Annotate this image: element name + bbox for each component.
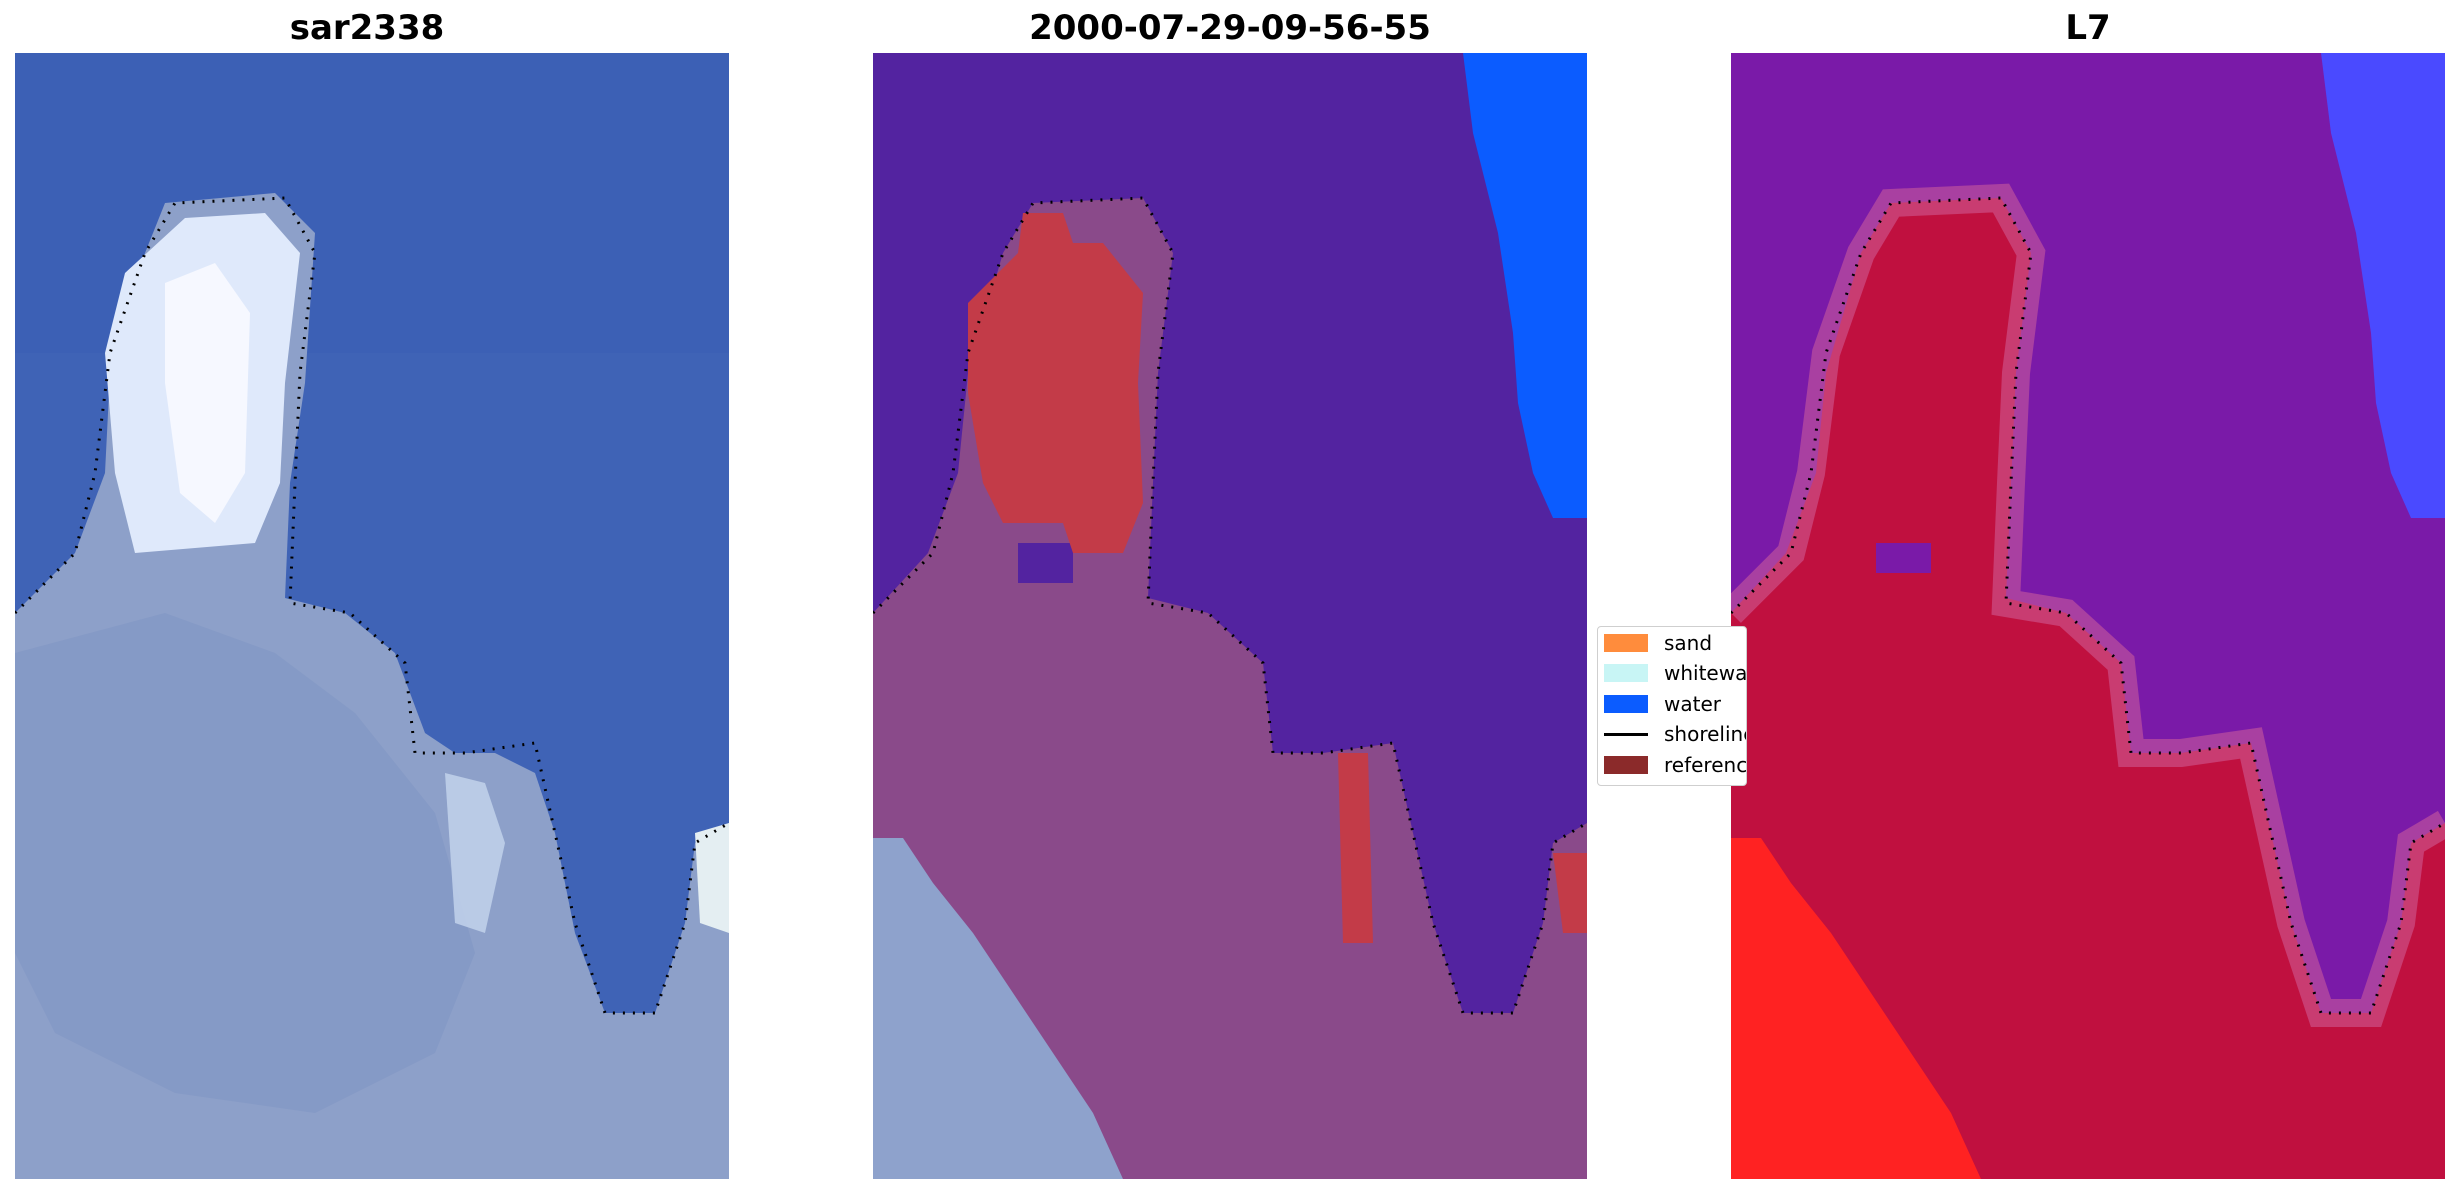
- panel-title-classification: 2000-07-29-09-56-55: [1029, 8, 1431, 48]
- rgb-image-panel: [15, 53, 729, 1179]
- legend-item-whitewater: whitewater: [1604, 661, 1747, 685]
- probability-panel: [1731, 53, 2445, 1179]
- legend-swatch-whitewater: [1604, 664, 1648, 682]
- legend-item-water: water: [1604, 692, 1721, 716]
- legend-label-reference-shoreline: reference shoreline: [1664, 753, 1747, 777]
- legend: sand whitewater water shoreline referenc…: [1597, 626, 1747, 786]
- panel-title-probability: L7: [2065, 8, 2111, 48]
- rgb-image: [15, 53, 729, 1179]
- legend-label-water: water: [1664, 692, 1721, 716]
- legend-item-sand: sand: [1604, 631, 1713, 655]
- probability-image: [1731, 53, 2445, 1179]
- classification-panel: [873, 53, 1587, 1179]
- classification-image: [873, 53, 1587, 1179]
- legend-swatch-reference-shoreline: [1604, 756, 1648, 774]
- legend-swatch-shoreline: [1604, 732, 1648, 736]
- legend-label-sand: sand: [1664, 631, 1713, 655]
- legend-item-reference-shoreline: reference shoreline: [1604, 753, 1747, 777]
- legend-swatch-water: [1604, 695, 1648, 713]
- legend-label-shoreline: shoreline: [1664, 722, 1747, 746]
- legend-swatch-sand: [1604, 634, 1648, 652]
- panel-title-rgb: sar2338: [289, 8, 445, 48]
- legend-label-whitewater: whitewater: [1664, 661, 1747, 685]
- legend-item-shoreline: shoreline: [1604, 722, 1747, 746]
